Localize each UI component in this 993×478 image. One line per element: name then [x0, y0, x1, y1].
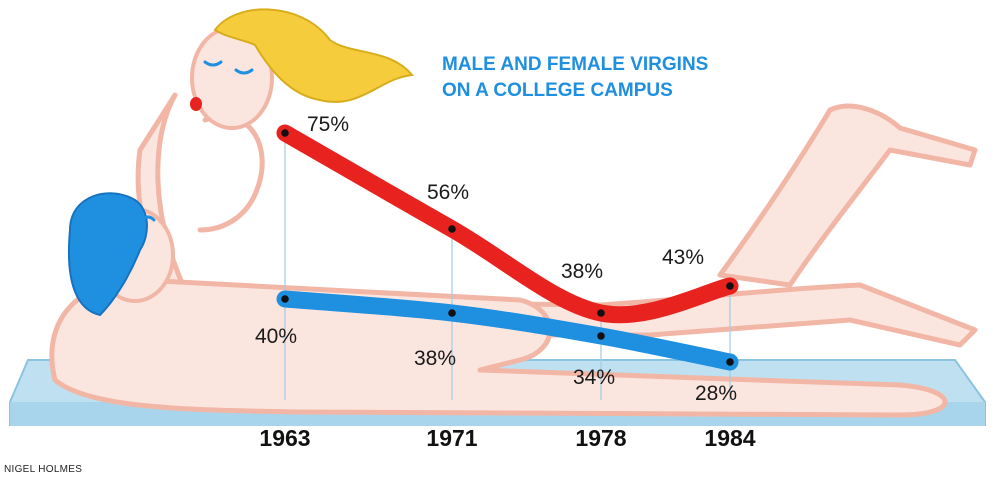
- series-line-upper: [276, 124, 739, 324]
- female-arm: [197, 113, 265, 233]
- male-hair: [68, 192, 148, 317]
- series-layer: [276, 124, 739, 371]
- data-point-lower-1971: [448, 309, 456, 317]
- data-label-upper-1978: 38%: [561, 260, 603, 283]
- data-point-upper-1978: [597, 309, 605, 317]
- data-point-lower-1963: [281, 295, 289, 303]
- points-layer: [281, 129, 734, 366]
- x-axis-labels: 1963 1971 1978 1984: [259, 425, 755, 451]
- female-lips: [190, 97, 202, 111]
- data-label-upper-1971: 56%: [427, 181, 469, 204]
- x-tick-label-1963: 1963: [259, 425, 310, 451]
- data-label-lower-1971: 38%: [414, 347, 456, 370]
- data-label-lower-1984: 28%: [695, 382, 737, 405]
- x-tick-label-1971: 1971: [426, 425, 477, 451]
- female-hair: [213, 8, 414, 103]
- background-illustration: [9, 8, 986, 426]
- data-label-upper-1984: 43%: [662, 246, 704, 269]
- female-eye-right: [234, 68, 254, 75]
- female-eye-left: [203, 60, 223, 67]
- data-label-upper-1963: 75%: [307, 113, 349, 136]
- artist-credit: NIGEL HOLMES: [4, 464, 82, 475]
- data-label-lower-1963: 40%: [255, 325, 297, 348]
- x-tick-label-1978: 1978: [575, 425, 626, 451]
- chart-title-line-2: ON A COLLEGE CAMPUS: [442, 80, 673, 101]
- data-label-lower-1978: 34%: [573, 366, 615, 389]
- data-point-lower-1978: [597, 332, 605, 340]
- chart-title-line-1: MALE AND FEMALE VIRGINS: [442, 54, 708, 75]
- x-tick-label-1984: 1984: [704, 425, 755, 451]
- male-eye: [140, 215, 156, 222]
- data-point-upper-1971: [448, 225, 456, 233]
- series-line-lower: [276, 290, 739, 371]
- data-point-upper-1984: [726, 282, 734, 290]
- data-point-upper-1963: [281, 129, 289, 137]
- female-raised-leg: [717, 103, 978, 288]
- data-point-lower-1984: [726, 358, 734, 366]
- data-labels: 75% 56% 38% 43% 40% 38% 34% 28%: [255, 113, 737, 405]
